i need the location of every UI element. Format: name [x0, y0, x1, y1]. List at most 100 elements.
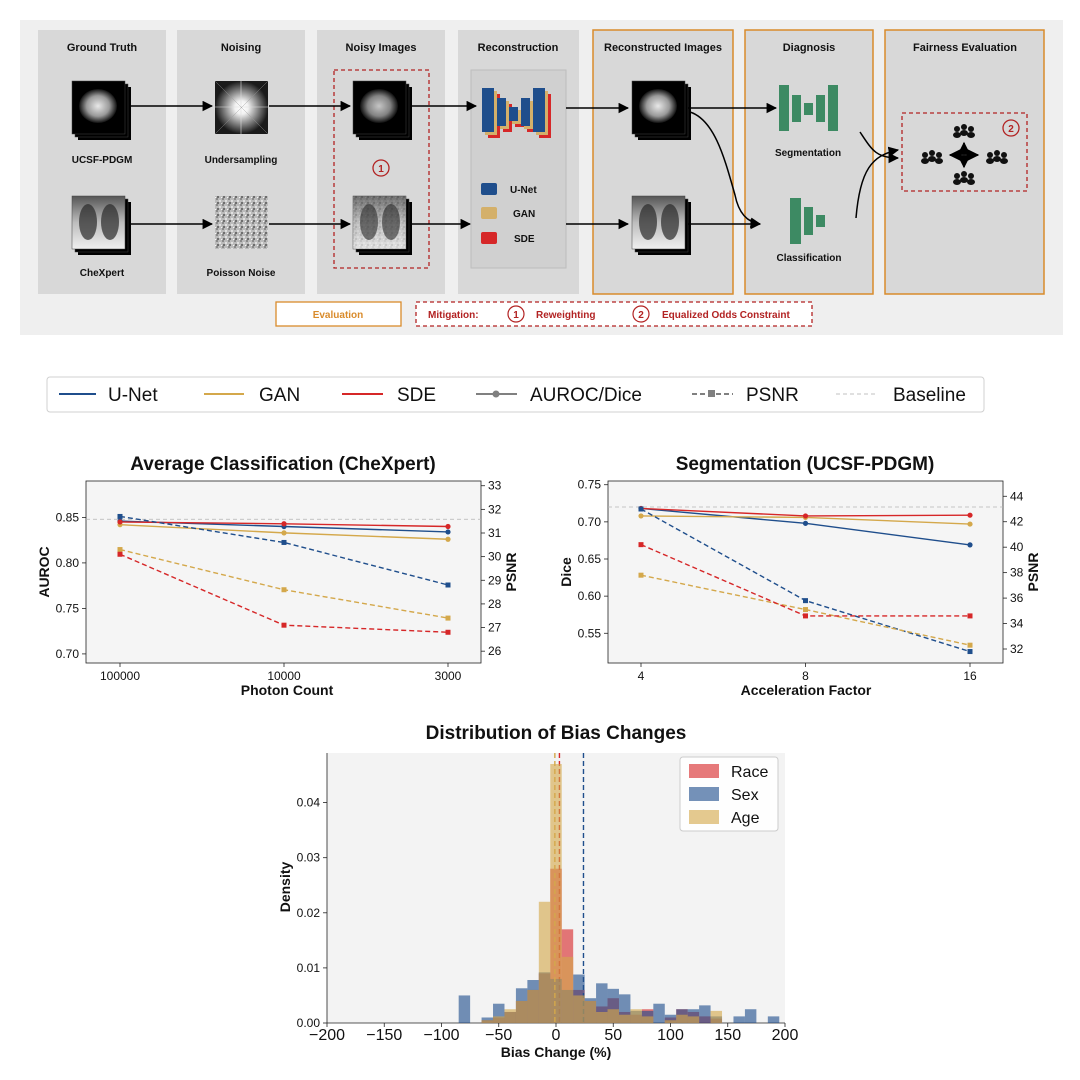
mitigation-reweighting-label: Reweighting — [536, 310, 595, 321]
chart3-bar-age — [676, 1014, 688, 1023]
chart1-point-sde-metric — [281, 521, 287, 527]
chart1-point-sde-psnr — [445, 629, 451, 635]
chart2-point-gan-psnr — [638, 572, 644, 578]
chart2-xlabel: Acceleration Factor — [741, 682, 872, 698]
chart1-xtick-label: 10000 — [267, 669, 301, 683]
chart2-point-gan-psnr — [803, 607, 808, 613]
col-title-fairness: Fairness Evaluation — [913, 42, 1017, 54]
chart1-xlabel: Photon Count — [241, 682, 334, 698]
series-legend: U-Net GAN SDE AUROC/Dice PSNR Baseline — [46, 376, 985, 413]
chart3-xtick-label: 150 — [714, 1027, 741, 1044]
chart3-bar-age — [573, 995, 585, 1023]
chart1-plot-area — [85, 480, 482, 664]
chart3-bar-sex — [607, 988, 619, 1023]
chart3-bar-age — [596, 1011, 608, 1023]
noisy-xray-stack-image — [352, 195, 412, 255]
chart1-ytick-label: 0.75 — [56, 601, 80, 615]
mitigation-equalized-odds-label: Equalized Odds Constraint — [662, 310, 790, 321]
chart3-bar-age — [687, 1016, 700, 1023]
chart2-xtick-label: 16 — [963, 669, 977, 683]
chart2-ytick-label: 0.70 — [578, 515, 602, 529]
mitigation-legend-marker-1-text: 1 — [513, 310, 519, 321]
chart1-point-u-net-metric — [445, 529, 451, 535]
chart1-ytick-label: 0.85 — [56, 510, 80, 524]
chart1-point-gan-metric — [445, 536, 451, 542]
chart1-point-sde-psnr — [281, 622, 287, 628]
chart1-ytick-right-label: 29 — [488, 573, 502, 587]
chart3-xtick-label: −150 — [366, 1027, 402, 1044]
chart3-bar-sex — [733, 1016, 745, 1023]
chart1-point-u-net-psnr — [117, 513, 123, 519]
bias-histogram-chart: Distribution of Bias Changes Bias Change… — [277, 723, 798, 1060]
chart1-ytick-label: 0.80 — [56, 556, 80, 570]
chart2-point-u-net-metric — [967, 542, 973, 548]
pipeline-diagram: Ground Truth Noising Noisy Images Recons… — [20, 20, 1063, 335]
recon-legend-unet-label: U-Net — [510, 185, 537, 196]
chart2-title: Segmentation (UCSF-PDGM) — [676, 454, 935, 475]
chart3-bar-age — [504, 1009, 516, 1023]
label-segmentation: Segmentation — [775, 148, 841, 159]
chart3-bar-sex — [744, 1009, 757, 1023]
chart3-ytick-label: 0.03 — [297, 851, 321, 865]
chart2-ytick-label: 0.60 — [578, 589, 602, 603]
chart1-ytick-right-label: 28 — [488, 597, 502, 611]
chart1-ytick-right-label: 30 — [488, 550, 502, 564]
chart3-ytick-label: 0.00 — [297, 1016, 321, 1030]
chart1-ytick-right-label: 31 — [488, 526, 502, 540]
col-title-noising: Noising — [221, 42, 261, 54]
chart1-point-sde-metric — [117, 519, 123, 525]
chart3-bar-sex — [493, 1003, 505, 1023]
chart2-ylabel-right: PSNR — [1025, 553, 1041, 592]
chart2-point-u-net-psnr — [803, 598, 808, 604]
label-undersampling: Undersampling — [205, 155, 278, 166]
chart2-xtick-label: 4 — [638, 669, 645, 683]
mitigation-legend-marker-2 — [632, 305, 650, 323]
chart3-title: Distribution of Bias Changes — [426, 723, 687, 744]
chart1-point-sde-psnr — [117, 551, 123, 557]
chart2-point-sde-metric — [802, 513, 809, 519]
chart3-ytick-label: 0.04 — [297, 796, 321, 810]
col-title-reconstruction: Reconstruction — [478, 42, 559, 54]
chart3-legend-swatch-race — [689, 764, 719, 778]
chart1-ylabel-right: PSNR — [503, 553, 519, 592]
chart2-ytick-right-label: 42 — [1010, 515, 1024, 529]
chart2-point-sde-metric — [967, 512, 973, 518]
mitigation-marker-2-text: 2 — [1008, 124, 1014, 135]
chart3-xlabel: Bias Change (%) — [501, 1044, 611, 1060]
recon-legend-sde-swatch — [481, 232, 497, 244]
chart3-xtick-label: 200 — [772, 1027, 799, 1044]
chart1-ytick-right-label: 27 — [488, 621, 502, 635]
noisy-mri-stack-image — [352, 80, 412, 140]
chart1-xtick-label: 100000 — [100, 669, 140, 683]
undersampling-kspace-image — [214, 80, 269, 135]
chart3-bar-age — [664, 1020, 677, 1023]
chart3-bar-sex — [687, 1009, 700, 1023]
chart1-ytick-label: 0.70 — [56, 647, 80, 661]
chart3-bar-age — [515, 1000, 528, 1023]
col-title-reconstructed: Reconstructed Images — [604, 42, 722, 54]
legend-baseline-label: Baseline — [893, 385, 966, 406]
chart1-ytick-right-label: 33 — [488, 479, 502, 493]
chart3-ylabel: Density — [277, 862, 293, 913]
chart3-bar-sex — [596, 983, 608, 1023]
legend-sde-label: SDE — [397, 385, 436, 406]
xray-stack-image — [71, 195, 131, 255]
chart3-bar-age — [641, 1016, 654, 1023]
chart3-bar-age — [630, 1009, 642, 1023]
chart3-ytick-label: 0.02 — [297, 906, 321, 920]
chart2-ytick-right-label: 32 — [1010, 642, 1024, 656]
chart3-bar-age — [527, 989, 539, 1023]
recon-legend-sde-label: SDE — [514, 234, 535, 245]
chart2-point-sde-psnr — [803, 613, 808, 619]
chart3-legend-label-race: Race — [731, 764, 768, 781]
chart3-legend-label-age: Age — [731, 810, 760, 827]
label-ucsf-pdgm: UCSF-PDGM — [72, 155, 133, 166]
chart3-bar-age — [607, 1009, 619, 1023]
mitigation-marker-1 — [372, 159, 390, 177]
chart3-xtick-label: 50 — [604, 1027, 622, 1044]
segmentation-chart: Segmentation (UCSF-PDGM) Acceleration Fa… — [558, 454, 1041, 698]
noising-panel — [177, 30, 305, 294]
chart2-xtick-label: 8 — [802, 669, 809, 683]
classification-chart: Average Classification (CheXpert) Photon… — [36, 454, 519, 698]
